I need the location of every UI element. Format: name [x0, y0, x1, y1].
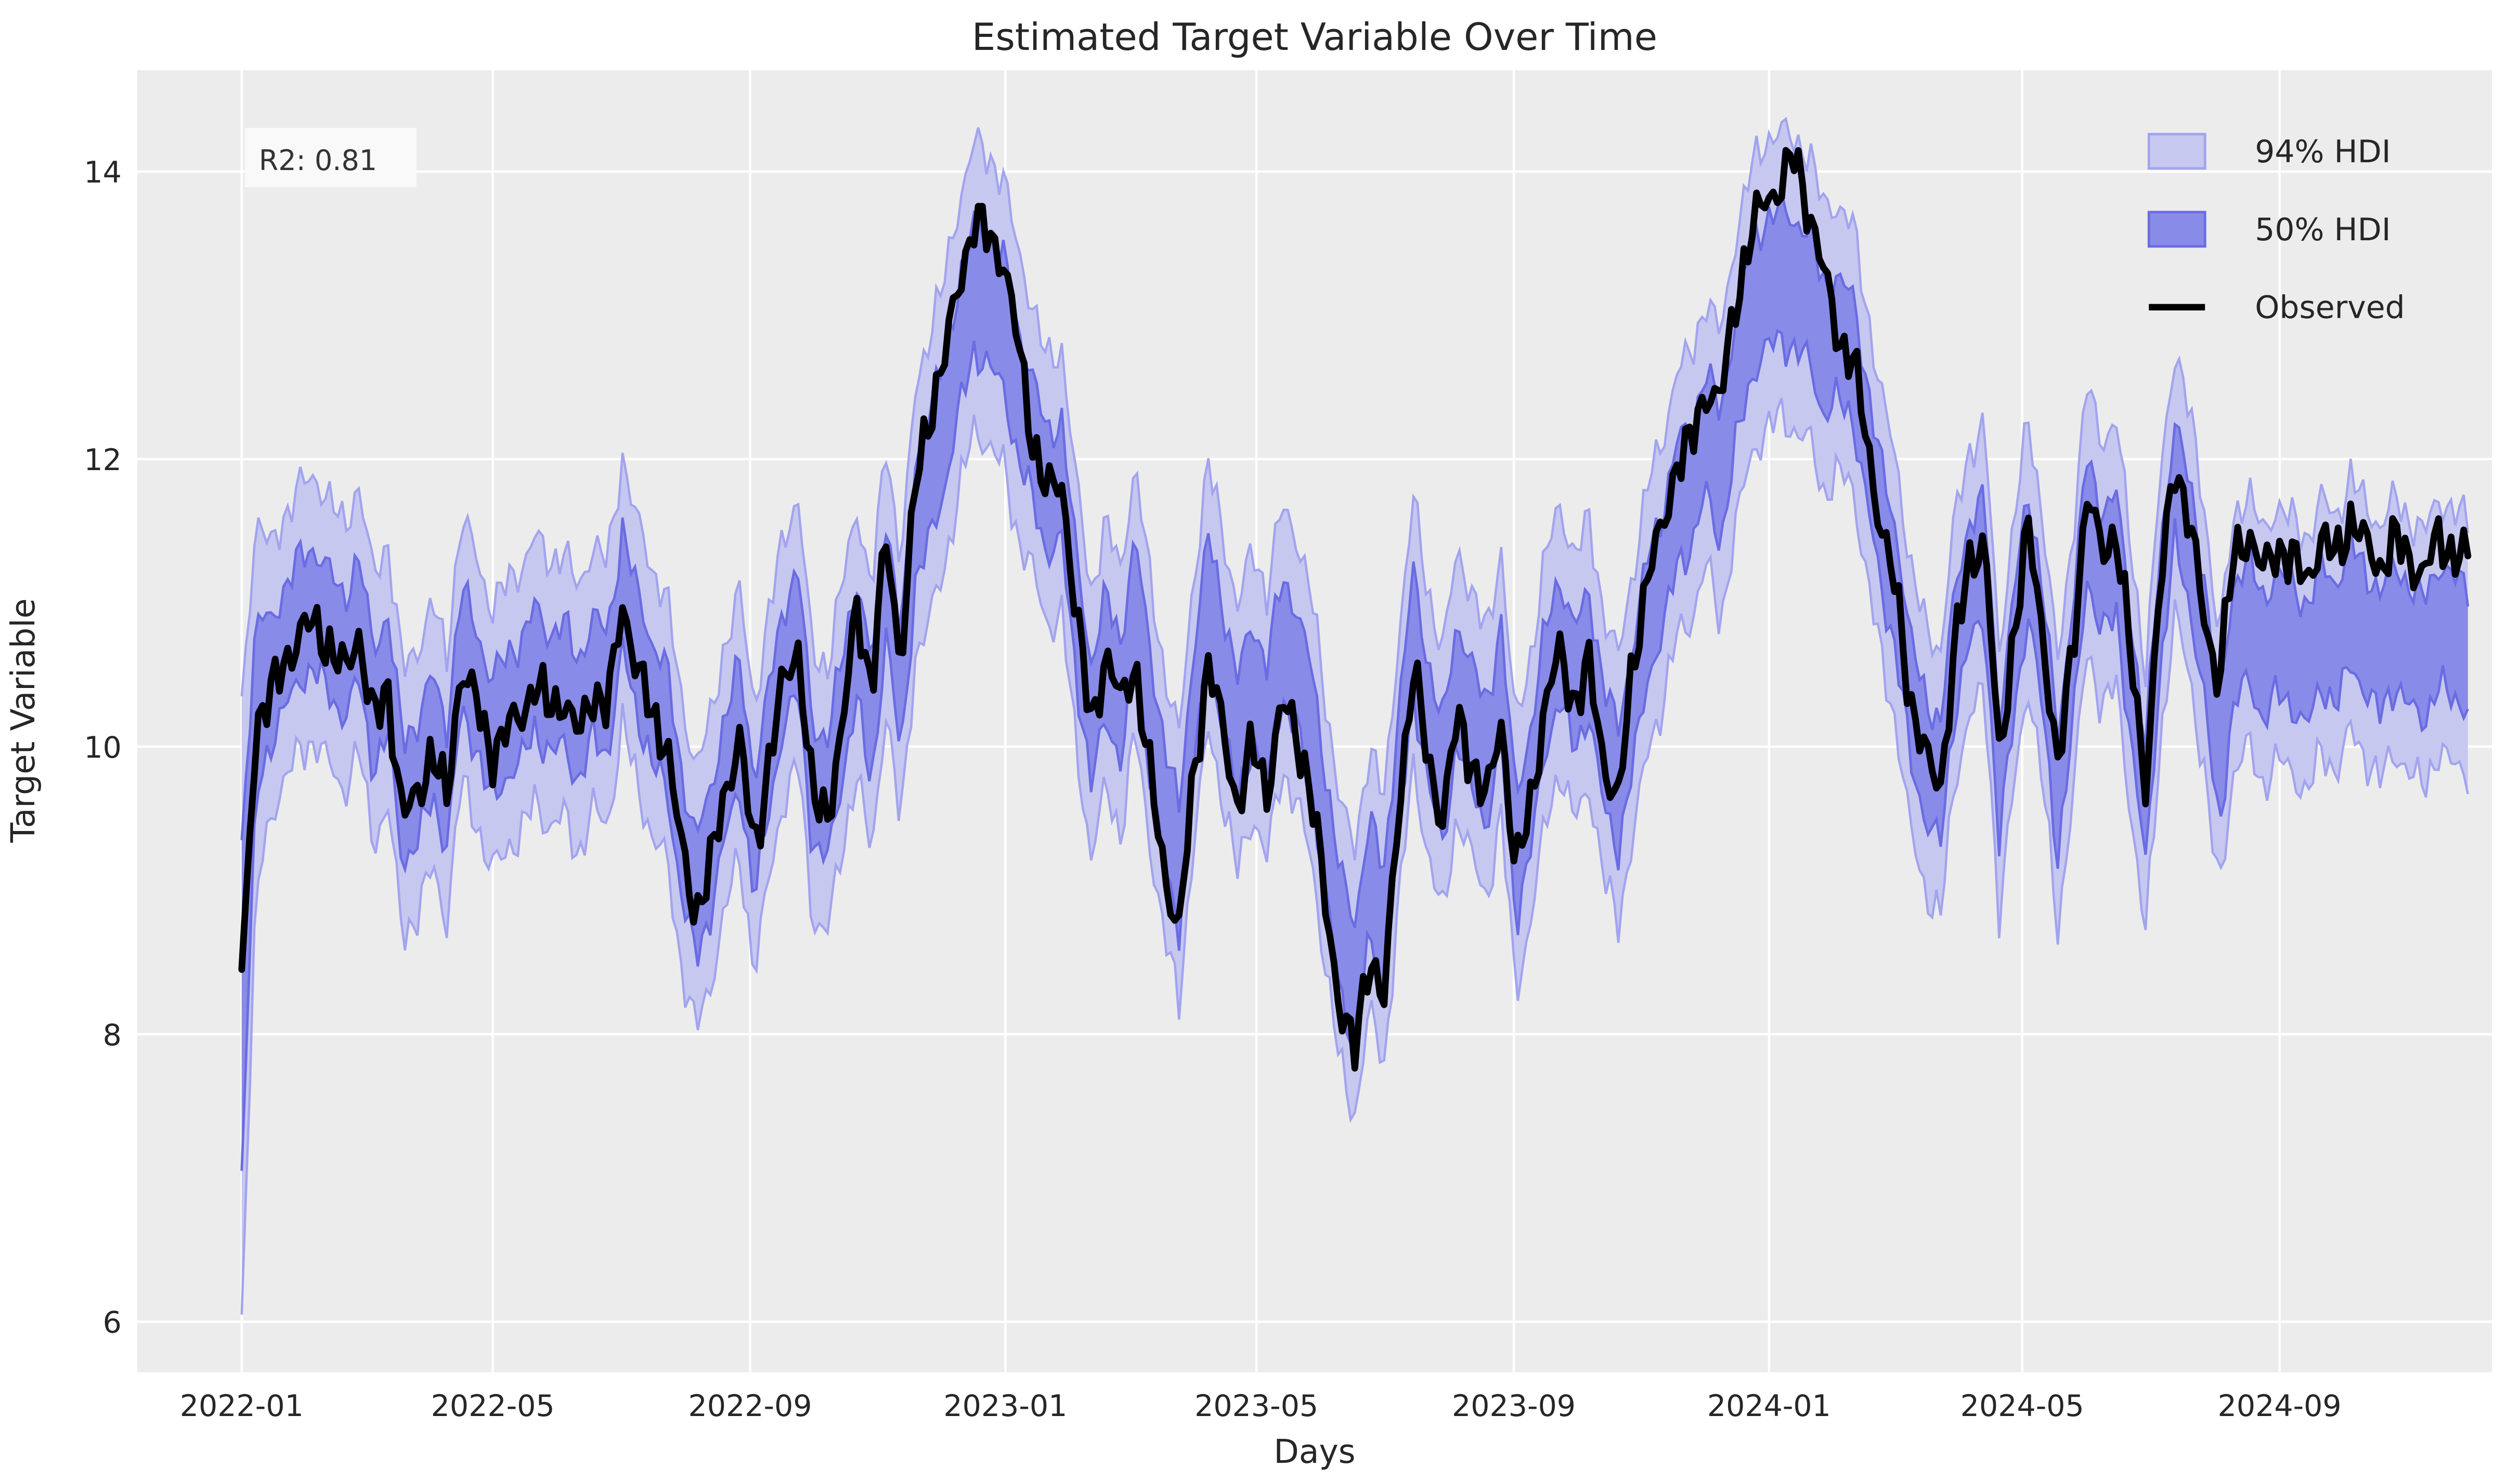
observed-line: [238, 147, 2472, 1072]
hdi50-band: [241, 191, 2468, 1171]
hdi94-upper-edge: [240, 116, 2470, 861]
y-tick-label: 6: [103, 1306, 122, 1340]
y-tick-labels: 6 8 10 12 14: [84, 155, 122, 1340]
hdi50-upper-edge: [240, 191, 2470, 928]
x-axis-label: Days: [1274, 1433, 1355, 1471]
y-tick-label: 8: [103, 1018, 122, 1053]
x-tick-label: 2022-01: [180, 1389, 304, 1423]
r2-annotation-box: [244, 127, 417, 187]
r2-annotation: R2: 0.81: [244, 127, 417, 187]
chart-title: Estimated Target Variable Over Time: [972, 15, 1657, 59]
hdi94-lower-edge: [240, 397, 2470, 1315]
legend-observed-label: Observed: [2255, 290, 2405, 326]
legend-50hdi-label: 50% HDI: [2255, 212, 2391, 248]
x-tick-label: 2024-05: [1960, 1389, 2084, 1423]
legend-94hdi-patch: [2147, 133, 2206, 170]
x-tick-label: 2022-05: [431, 1389, 555, 1423]
r2-annotation-text: R2: 0.81: [259, 144, 377, 177]
y-axis-label: Target Variable: [4, 599, 42, 843]
x-tick-labels: 2022-01 2022-05 2022-09 2023-01 2023-05 2023-…: [180, 1389, 2342, 1423]
legend-94hdi-label: 94% HDI: [2255, 134, 2391, 170]
x-tick-label: 2024-01: [1707, 1389, 1831, 1423]
legend-50hdi-patch: [2147, 211, 2206, 248]
x-tick-label: 2023-09: [1452, 1389, 1576, 1423]
x-tick-label: 2024-09: [2218, 1389, 2342, 1423]
y-tick-label: 14: [84, 155, 122, 190]
series-layer: [238, 116, 2472, 1315]
x-tick-label: 2023-01: [943, 1389, 1067, 1423]
x-tick-label: 2022-09: [688, 1389, 812, 1423]
legend: 94% HDI 50% HDI Observed: [2147, 133, 2405, 326]
x-tick-label: 2023-05: [1194, 1389, 1318, 1423]
y-tick-label: 10: [84, 731, 122, 765]
y-tick-label: 12: [84, 443, 122, 477]
